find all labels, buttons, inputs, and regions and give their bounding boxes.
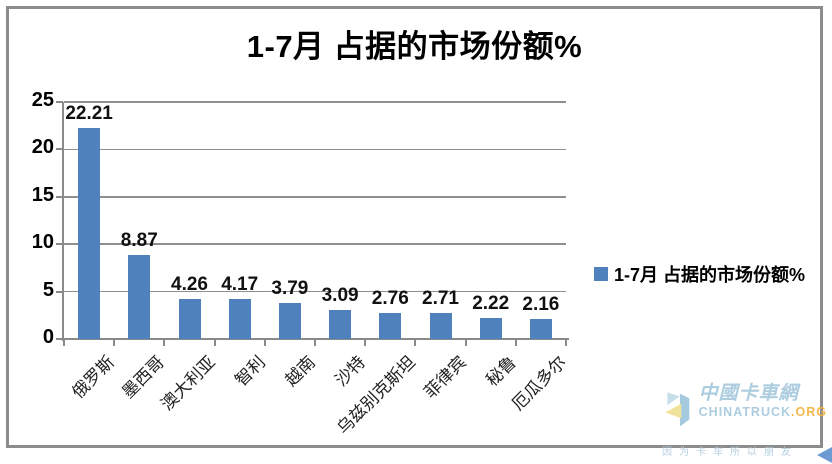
x-axis-category-label: 秘鲁 — [482, 352, 520, 391]
watermark-name-en-text: CHINATRUCK — [698, 405, 792, 419]
chart-legend: 1-7月 占据的市场份额% — [594, 261, 805, 287]
x-axis-tick — [364, 340, 367, 346]
bar — [429, 313, 452, 339]
bar-value-label: 22.21 — [65, 103, 113, 125]
y-axis-tick — [56, 290, 63, 293]
bar-value-label: 8.87 — [120, 229, 158, 251]
bar — [329, 309, 352, 339]
watermark-slogan: 因为卡车所以朋友 — [662, 447, 798, 458]
bar-value-label: 2.16 — [522, 293, 560, 315]
bar-value-label: 4.17 — [221, 274, 259, 296]
y-axis-tick — [56, 243, 63, 246]
legend-swatch-icon — [594, 267, 608, 281]
bar-value-label: 3.79 — [271, 278, 309, 300]
legend-label: 1-7月 占据的市场份额% — [614, 265, 806, 285]
y-axis-tick — [56, 338, 63, 340]
x-axis-category-label: 智利 — [231, 352, 269, 391]
x-axis-category-label: 菲律宾 — [419, 352, 470, 403]
y-axis-tick-label: 25 — [31, 89, 54, 111]
gridline — [64, 290, 566, 293]
x-axis-tick — [514, 340, 517, 346]
bar-value-label: 4.26 — [171, 273, 208, 295]
x-axis-category-label: 越南 — [281, 352, 319, 391]
y-axis-tick — [56, 148, 63, 151]
x-axis-tick — [163, 340, 166, 346]
x-axis-line — [61, 338, 569, 340]
y-axis-line — [62, 102, 64, 341]
bar-value-label: 2.71 — [422, 288, 459, 310]
y-axis-tick — [56, 101, 63, 103]
bar — [479, 317, 502, 339]
bar-value-label: 2.76 — [371, 287, 409, 309]
bar — [128, 254, 151, 339]
y-axis-tick-label: 0 — [42, 326, 54, 348]
x-axis-tick — [314, 340, 316, 346]
x-axis-tick — [414, 340, 417, 346]
chart-title: 1-7月 占据的市场份额% — [246, 29, 583, 64]
bar — [278, 303, 301, 339]
x-axis-tick — [263, 340, 266, 346]
bar — [78, 128, 101, 339]
chart-plot-area: 0 5 10 15 20 25 22.21 俄罗斯 8.87 墨西哥 4.26 澳大利亚 4.17 智利 3… — [32, 89, 570, 438]
gridline — [64, 101, 566, 103]
watermark-domain-suffix: .ORG — [791, 405, 827, 419]
bar — [178, 298, 201, 339]
x-axis-category-label: 澳大利亚 — [156, 352, 219, 415]
y-axis-tick — [56, 195, 63, 198]
bar-value-label: 2.22 — [472, 292, 510, 314]
gridline — [64, 243, 566, 245]
y-axis-tick-label: 15 — [31, 183, 54, 206]
x-axis-tick — [63, 340, 65, 346]
x-axis-tick — [113, 340, 116, 346]
watermark-name-cn: 中國卡車網 — [698, 383, 799, 404]
gridline — [64, 196, 566, 198]
x-axis-tick — [565, 340, 567, 346]
watermark-name-en: CHINATRUCK.ORG — [699, 405, 827, 419]
x-axis-category-label: 厄瓜多尔 — [508, 352, 570, 415]
gridline — [64, 148, 566, 151]
bar — [379, 312, 402, 339]
y-axis-tick-label: 10 — [31, 231, 54, 254]
x-axis-tick — [213, 340, 216, 346]
y-axis-tick-label: 5 — [42, 278, 54, 301]
chinatruck-logo-icon — [665, 392, 690, 427]
watermark: 中國卡車網 CHINATRUCK.ORG 因为卡车所以朋友 — [662, 381, 827, 458]
x-axis-category-label: 俄罗斯 — [68, 352, 119, 403]
bar — [529, 318, 552, 339]
bar-value-label: 3.09 — [321, 284, 359, 306]
x-axis-category-label: 沙特 — [331, 352, 370, 391]
chart-frame: 1-7月 占据的市场份额% 0 5 10 15 20 25 22.21 俄罗斯 8.87 墨西哥 4… — [6, 6, 826, 458]
bar — [228, 299, 251, 339]
x-axis-tick — [464, 340, 467, 346]
corner-arrow-icon — [817, 447, 832, 463]
y-axis-tick-label: 20 — [31, 136, 54, 159]
